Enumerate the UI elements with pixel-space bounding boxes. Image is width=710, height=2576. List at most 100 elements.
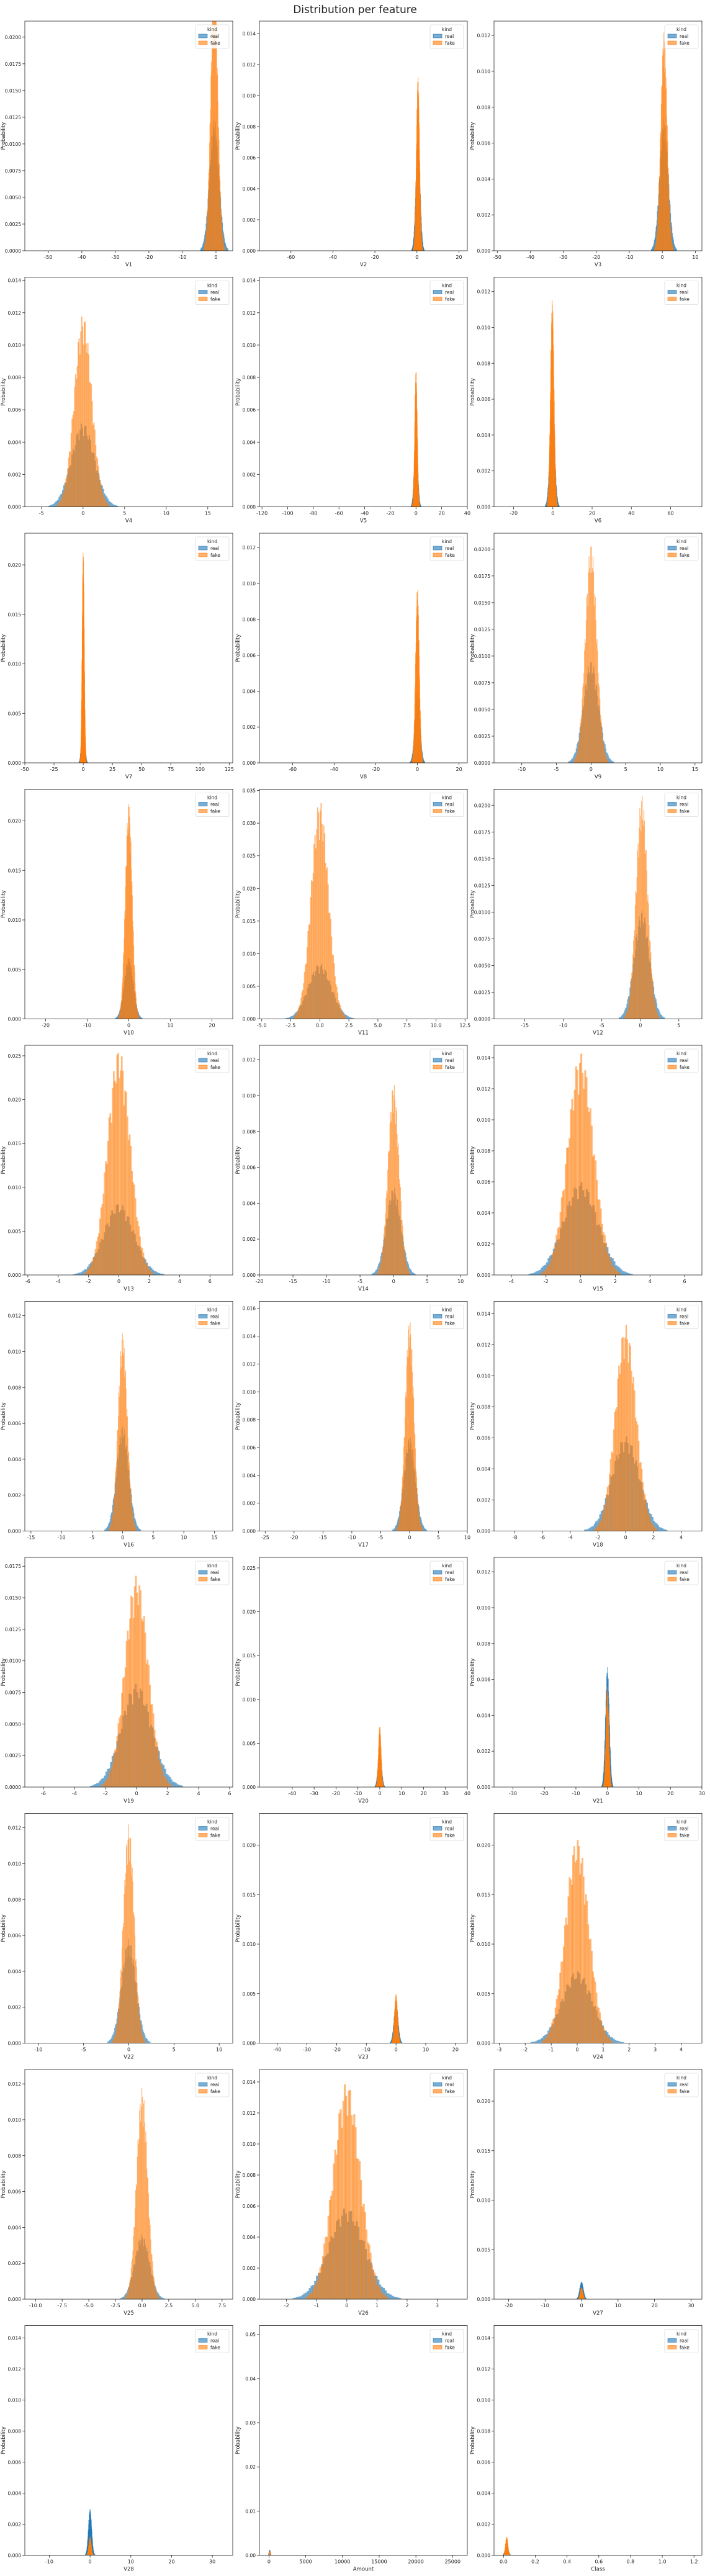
y-tick-label: 0.006	[477, 141, 491, 146]
x-tick-label: 0	[639, 1023, 642, 1029]
fake-bar	[654, 1526, 655, 1531]
legend-title: kind	[676, 1051, 686, 1056]
axes-frame	[493, 2325, 703, 2556]
y-tick-label: 0.006	[8, 407, 22, 413]
y-tick-label: 0.008	[477, 105, 491, 110]
x-axis-label: V18	[593, 1542, 603, 1549]
fake-bar	[600, 1520, 603, 1531]
x-tick-label: 10	[398, 1791, 405, 1796]
real-bar	[621, 2042, 622, 2043]
real-bar	[161, 1274, 163, 1275]
fake-bar	[124, 1667, 127, 1787]
real-bar	[532, 2042, 534, 2043]
real-bar	[657, 1525, 659, 1531]
y-tick-label: 0.008	[477, 1641, 491, 1647]
fake-bar	[611, 2040, 613, 2043]
fake-bar	[104, 1780, 107, 1787]
y-tick-label: 0.0075	[5, 168, 21, 174]
fake-bar	[598, 1199, 601, 1275]
fake-bar	[395, 1107, 397, 1275]
fake-bar	[557, 1228, 559, 1275]
axes-frame	[259, 2069, 468, 2300]
fake-bar	[589, 1108, 591, 1275]
real-bar	[292, 1016, 294, 1019]
y-tick-label: 0.002	[477, 1241, 491, 1247]
fake-bar	[132, 1868, 133, 2043]
fake-bar	[631, 1383, 634, 1531]
real-bar	[654, 1522, 657, 1531]
y-axis-label: Probability	[1, 122, 7, 150]
fake-bar	[123, 1355, 124, 1531]
fake-bar	[140, 2021, 141, 2043]
y-tick-label: 0.0050	[5, 195, 21, 200]
fake-bar	[97, 1236, 99, 1275]
x-tick-label: -3	[497, 2047, 501, 2053]
fake-bar	[137, 1605, 140, 1787]
fake-bar	[137, 1220, 139, 1275]
y-tick-label: 0.0200	[474, 547, 490, 552]
real-bar	[674, 245, 675, 251]
y-tick-label: 0.008	[477, 1405, 491, 1410]
x-tick-label: 10	[615, 2303, 621, 2308]
x-tick-label: -30	[559, 254, 567, 260]
y-tick-label: 0.020	[477, 1843, 491, 1849]
real-bar	[530, 2042, 532, 2043]
legend-title: kind	[442, 1051, 452, 1056]
real-bar	[106, 1528, 107, 1531]
x-tick-label: 0.0	[316, 1023, 324, 1029]
y-tick-label: 0.015	[243, 1653, 256, 1659]
legend-title: kind	[207, 2075, 217, 2081]
legend-label-real: real	[680, 546, 688, 551]
x-axis-label: V28	[124, 2567, 134, 2573]
y-tick-label: 0.004	[8, 1457, 22, 1462]
fake-bar	[614, 1268, 616, 1275]
y-tick-label: 0.016	[243, 1306, 256, 1312]
real-bar	[110, 502, 112, 507]
fake-bar	[143, 2039, 145, 2043]
fake-bar	[593, 1154, 596, 1275]
real-bar	[371, 1274, 372, 1275]
fake-bar	[654, 998, 655, 1019]
real-bar	[392, 2295, 394, 2299]
real-bar	[57, 499, 59, 507]
real-bar	[422, 1524, 423, 1531]
real-bar	[121, 2297, 122, 2299]
fake-bar	[130, 1864, 132, 2043]
fake-bar	[391, 1112, 392, 1275]
fake-bar	[102, 493, 104, 507]
fake-bar	[310, 2293, 312, 2299]
fake-bar	[570, 1879, 572, 2043]
real-bar	[411, 1272, 413, 1275]
fake-bar	[408, 1270, 410, 1275]
legend-swatch-real	[433, 1826, 443, 1831]
fake-bar	[618, 1366, 620, 1531]
fake-bar	[61, 494, 63, 507]
x-tick-label: 20	[589, 511, 595, 516]
real-bar	[676, 249, 677, 251]
y-tick-label: 0.010	[243, 1389, 256, 1395]
fake-bar	[602, 1510, 604, 1531]
y-tick-label: 0.020	[477, 2099, 491, 2104]
x-tick-label: 20	[439, 511, 445, 516]
x-tick-label: -20	[505, 2303, 513, 2308]
y-tick-label: 0.015	[243, 919, 256, 924]
fake-bar	[108, 1773, 110, 1787]
legend-title: kind	[676, 2331, 686, 2337]
x-tick-label: -10.0	[29, 2303, 42, 2308]
fake-bar	[124, 1377, 125, 1531]
x-tick-label: -15	[27, 1535, 35, 1541]
x-tick-label: 0	[580, 2303, 583, 2308]
fake-bar	[138, 2004, 140, 2043]
fake-bar	[303, 983, 305, 1019]
fake-bar	[357, 2159, 359, 2299]
fake-bar	[151, 2254, 153, 2299]
x-tick-label: -20	[372, 767, 380, 772]
legend-swatch-fake	[198, 2089, 208, 2094]
y-tick-label: 0.004	[8, 2225, 22, 2230]
fake-bar	[408, 1325, 410, 1531]
real-bar	[533, 2042, 536, 2043]
x-tick-label: -40	[273, 2047, 281, 2053]
